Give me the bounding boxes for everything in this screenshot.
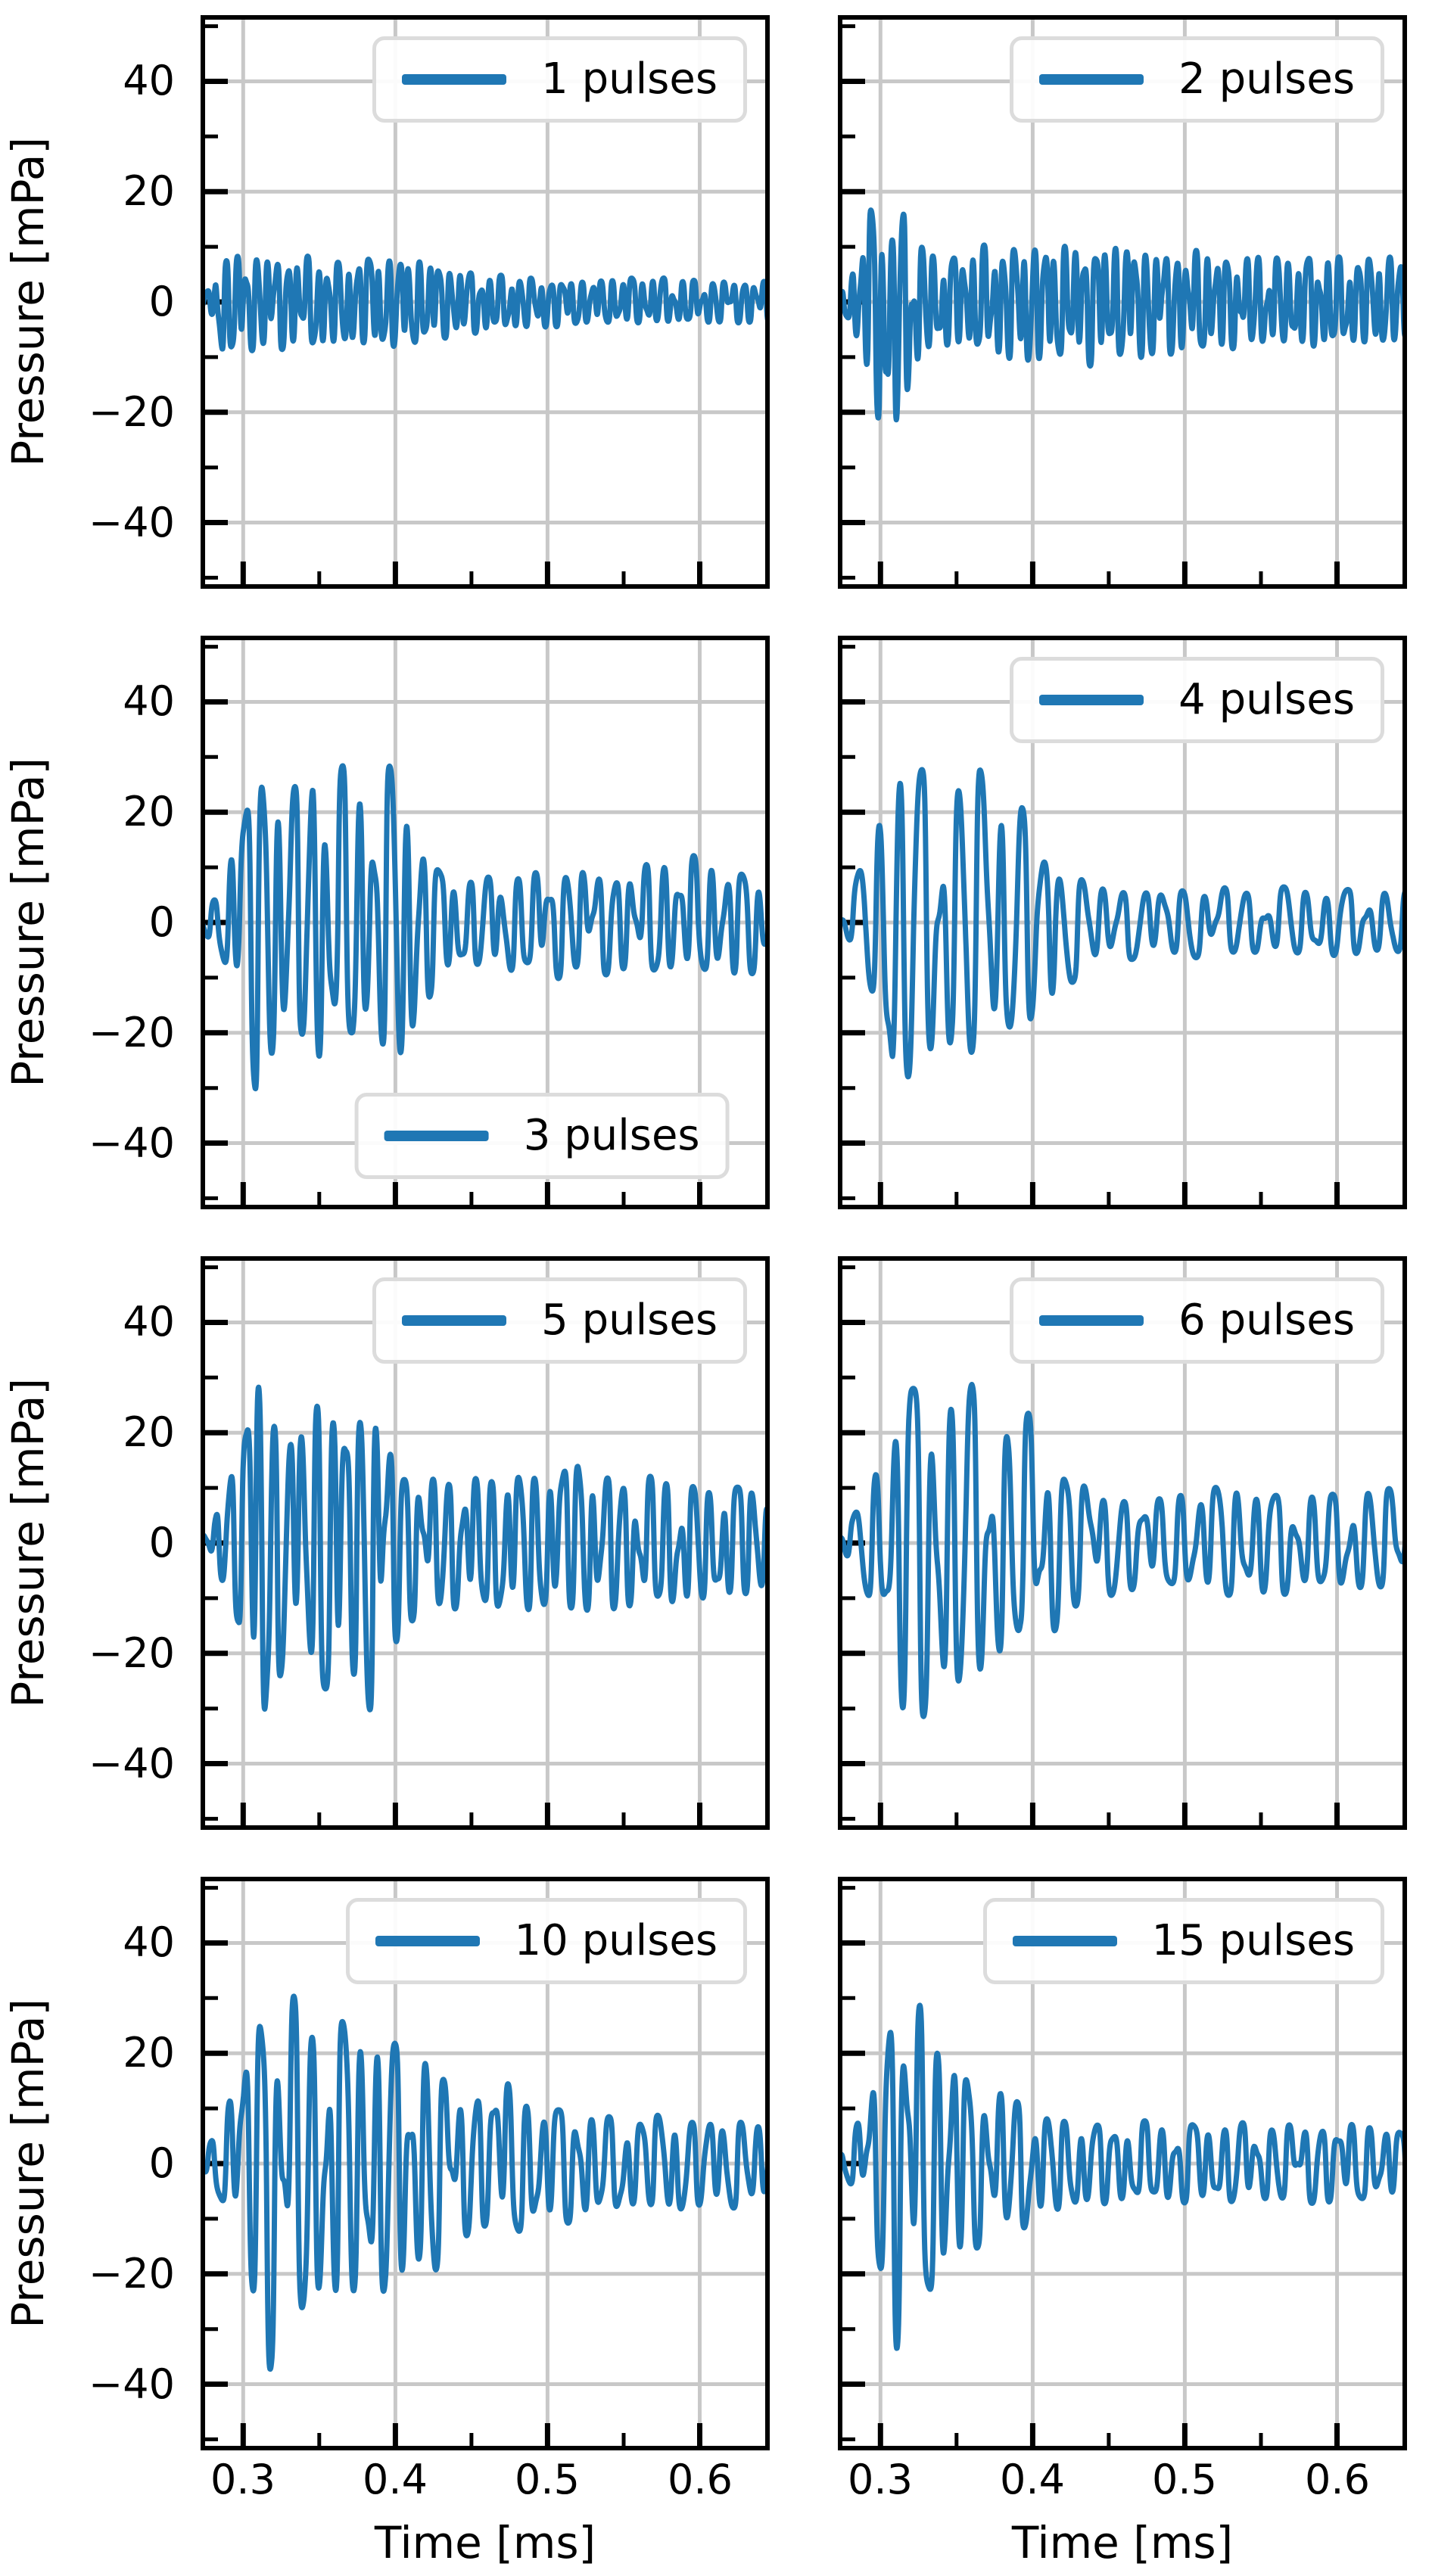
y-axis-cell: Pressure [mPa] 40 20 0 −20 −40 [0,1877,201,2450]
y-tick-label: 40 [123,1918,175,1966]
y-tick-label: 40 [123,57,175,104]
y-tick-label: 20 [123,167,175,215]
y-tick-label: −40 [89,1740,175,1787]
y-tick-label: −20 [89,1629,175,1677]
axes-spine [838,1877,1407,2450]
y-axis-label: Pressure [mPa] [2,1378,54,1708]
legend: 1 pulses [372,36,747,123]
subplot-10-pulses: 10 pulses [201,1877,770,2450]
legend-label: 10 pulses [514,1916,718,1965]
y-tick-label: 40 [123,1298,175,1346]
y-tick-label: −40 [89,1119,175,1167]
x-tick-label: 0.3 [848,2456,913,2503]
legend-label: 6 pulses [1178,1296,1355,1345]
x-tick-label: 0.3 [210,2456,276,2503]
legend-label: 1 pulses [541,54,718,104]
legend-line-sample [1012,1936,1117,1947]
y-axis-label: Pressure [mPa] [2,1999,54,2329]
legend: 15 pulses [982,1898,1384,1985]
axes-spine [201,1877,770,2450]
legend-line-sample [402,1315,507,1327]
y-axis-label: Pressure [mPa] [2,758,54,1087]
subplot-5-pulses: 5 pulses [201,1256,770,1830]
waveform-path [838,2002,1407,2351]
waveform-path [838,207,1407,423]
y-tick-label: −20 [89,1009,175,1056]
legend-line-sample [402,74,507,86]
x-axis-label-cell: Time [ms] [838,2509,1407,2576]
y-tick-label: 20 [123,788,175,835]
y-axis-label-wrap: Pressure [mPa] [2,15,54,589]
x-tick-label: 0.4 [1000,2456,1065,2503]
subplot-1-pulses: 1 pulses [201,15,770,589]
y-tick-label: 0 [148,1519,175,1566]
subplot-6-pulses: 6 pulses [838,1256,1407,1830]
x-axis-label: Time [ms] [1011,2517,1234,2568]
axes-spine [201,636,770,1209]
y-axis-label-wrap: Pressure [mPa] [2,1877,54,2450]
waveform-path [201,763,770,1092]
plot-area [838,636,1407,1209]
y-tick-label: −20 [89,2250,175,2298]
legend-label: 2 pulses [1178,54,1355,104]
y-tick-label: 0 [148,278,175,325]
legend: 10 pulses [345,1898,747,1985]
legend: 4 pulses [1010,657,1384,744]
x-axis-label: Time [ms] [374,2517,596,2568]
waveform-path [201,1384,770,1713]
waveform-path [201,1993,770,2372]
legend-line-sample [375,1936,480,1947]
waveform-path [838,1382,1407,1719]
y-axis-cell: Pressure [mPa] 40 20 0 −20 −40 [0,1256,201,1830]
y-tick-label: 0 [148,898,175,946]
y-axis-cell: Pressure [mPa] 40 20 0 −20 −40 [0,636,201,1209]
x-tick-row: 0.3 0.4 0.5 0.6 [201,2450,770,2509]
legend: 5 pulses [372,1277,747,1364]
subplot-15-pulses: 15 pulses [838,1877,1407,2450]
subplot-4-pulses: 4 pulses [838,636,1407,1209]
plot-area [201,1877,770,2450]
y-tick-label: −20 [89,388,175,436]
y-tick-label: 20 [123,2029,175,2077]
subplot-3-pulses: 3 pulses [201,636,770,1209]
x-axis-label-cell: Time [ms] [201,2509,770,2576]
axes-spine [201,15,770,589]
legend: 6 pulses [1010,1277,1384,1364]
legend: 2 pulses [1010,36,1384,123]
legend: 3 pulses [354,1092,730,1179]
y-axis-label: Pressure [mPa] [2,137,54,467]
x-tick-label: 0.5 [515,2456,580,2503]
x-tick-label: 0.6 [668,2456,733,2503]
legend-label: 3 pulses [523,1110,700,1160]
legend-line-sample [1039,695,1144,706]
x-tick-label: 0.4 [363,2456,428,2503]
axes-spine [838,1256,1407,1830]
legend-line-sample [384,1130,489,1141]
legend-line-sample [1039,1315,1144,1327]
x-tick-label: 0.6 [1305,2456,1370,2503]
x-tick-row: 0.3 0.4 0.5 0.6 [838,2450,1407,2509]
plot-area [838,1877,1407,2450]
axes-spine [838,636,1407,1209]
y-tick-label: 20 [123,1408,175,1456]
legend-label: 5 pulses [541,1296,718,1345]
waveform-path [201,254,770,353]
legend-label: 4 pulses [1178,675,1355,724]
legend-label: 15 pulses [1151,1916,1355,1965]
y-tick-label: −40 [89,499,175,546]
y-tick-label: −40 [89,2360,175,2408]
legend-line-sample [1039,74,1144,86]
y-axis-cell: Pressure [mPa] 40 20 0 −20 −40 [0,15,201,589]
subplot-2-pulses: 2 pulses [838,15,1407,589]
axes-spine [201,1256,770,1830]
axes-spine [838,15,1407,589]
x-tick-label: 0.5 [1152,2456,1217,2503]
y-tick-label: 0 [148,2139,175,2187]
y-axis-label-wrap: Pressure [mPa] [2,636,54,1209]
y-axis-label-wrap: Pressure [mPa] [2,1256,54,1830]
waveform-path [838,767,1407,1080]
y-tick-label: 40 [123,677,175,725]
